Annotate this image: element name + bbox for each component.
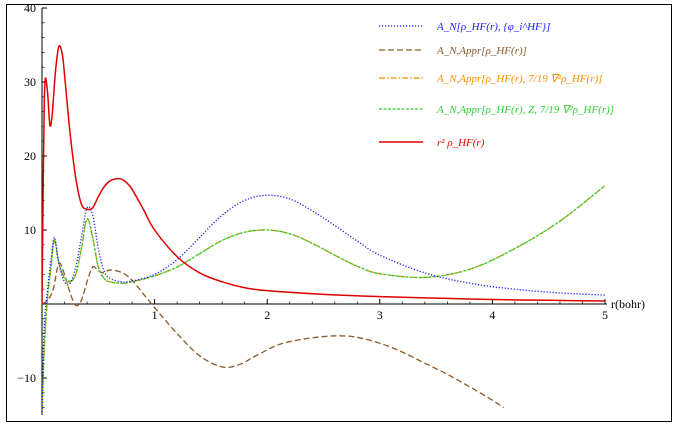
legend-label: A_N,Appr[ρ_HF(r), Z, 7/19 ∇²ρ_HF(r)] xyxy=(436,104,614,116)
legend-item-3: A_N,Appr[ρ_HF(r), Z, 7/19 ∇²ρ_HF(r)] xyxy=(379,104,614,116)
legend-label: r² ρ_HF(r) xyxy=(437,137,485,149)
x-tick-label: 2 xyxy=(264,308,270,322)
legend-item-4: r² ρ_HF(r) xyxy=(379,137,485,149)
curves xyxy=(42,45,606,415)
y-tick-label: 10 xyxy=(24,223,36,237)
y-tick-label: 30 xyxy=(24,75,36,89)
legend: A_N[ρ_HF(r), {φ_i^HF}] A_N,Appr[ρ_HF(r)] A… xyxy=(379,21,614,149)
line-chart: 1 2 3 4 5 −10 10 20 30 40 r(bohr) A_N[ρ_HF(r), {φ_… xyxy=(17,5,645,415)
x-tick-label: 3 xyxy=(377,308,383,322)
y-tick-label: 40 xyxy=(24,5,36,15)
x-axis-label: r(bohr) xyxy=(611,297,645,311)
axes: 1 2 3 4 5 −10 10 20 30 40 r(bohr) xyxy=(17,5,645,415)
chart-frame: 1 2 3 4 5 −10 10 20 30 40 r(bohr) A_N[ρ_HF(r), {φ_… xyxy=(6,4,672,422)
legend-item-2: A_N,Appr[ρ_HF(r), 7/19 ∇²ρ_HF(r)] xyxy=(379,73,602,85)
series-line-4 xyxy=(42,45,606,305)
x-tick-label: 5 xyxy=(602,308,608,322)
x-tick-label: 4 xyxy=(489,308,495,322)
series-line-1 xyxy=(42,262,505,409)
x-tick-label: 1 xyxy=(152,308,158,322)
y-tick-label: −10 xyxy=(17,371,36,385)
legend-label: A_N,Appr[ρ_HF(r)] xyxy=(436,45,527,57)
legend-label: A_N[ρ_HF(r), {φ_i^HF}] xyxy=(436,21,550,33)
y-tick-label: 20 xyxy=(24,149,36,163)
legend-label: A_N,Appr[ρ_HF(r), 7/19 ∇²ρ_HF(r)] xyxy=(436,73,602,85)
legend-item-0: A_N[ρ_HF(r), {φ_i^HF}] xyxy=(379,21,550,33)
series-line-0 xyxy=(42,194,606,415)
legend-item-1: A_N,Appr[ρ_HF(r)] xyxy=(379,45,527,57)
